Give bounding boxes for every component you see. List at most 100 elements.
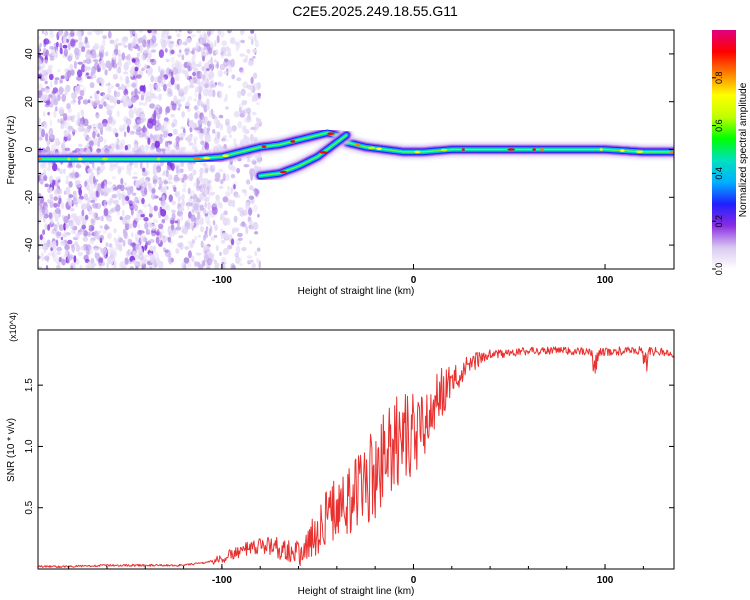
noise-speckle: [251, 111, 257, 116]
noise-speckle: [178, 30, 182, 33]
noise-speckle: [127, 223, 133, 229]
noise-speckle: [221, 138, 226, 142]
noise-speckle: [186, 37, 192, 43]
noise-speckle: [60, 236, 64, 241]
noise-speckle: [125, 195, 130, 202]
noise-speckle: [121, 52, 126, 61]
noise-speckle: [172, 66, 179, 75]
noise-speckle: [90, 199, 96, 203]
noise-speckle: [141, 197, 145, 205]
noise-speckle: [88, 136, 92, 142]
noise-speckle: [231, 264, 237, 269]
noise-speckle: [152, 219, 159, 223]
noise-speckle: [235, 256, 241, 265]
noise-speckle: [198, 99, 202, 106]
noise-speckle: [163, 180, 168, 185]
noise-speckle: [155, 83, 161, 89]
trace-hotspot: [619, 149, 625, 152]
noise-speckle: [201, 167, 205, 175]
noise-speckle: [98, 104, 104, 109]
noise-speckle: [219, 251, 222, 256]
trace-hotspot: [539, 148, 544, 151]
noise-speckle: [62, 36, 67, 44]
noise-speckle: [164, 249, 171, 258]
noise-speckle: [165, 169, 169, 178]
noise-speckle: [38, 266, 43, 269]
noise-speckle: [249, 240, 253, 245]
trace-hotspot: [101, 157, 109, 161]
noise-speckle: [167, 35, 172, 40]
noise-speckle: [104, 138, 107, 145]
noise-speckle: [253, 72, 258, 79]
snr-frame: [37, 329, 675, 570]
noise-speckle: [119, 246, 123, 252]
noise-speckle: [137, 229, 143, 236]
noise-speckle: [138, 245, 142, 252]
noise-speckle: [173, 229, 179, 235]
noise-speckle: [106, 215, 112, 219]
noise-speckle: [113, 57, 117, 61]
noise-speckle: [191, 145, 198, 151]
noise-speckle: [146, 39, 151, 45]
noise-speckle: [231, 74, 236, 80]
noise-speckle: [121, 37, 126, 46]
noise-speckle: [140, 214, 145, 218]
noise-speckle: [82, 86, 86, 93]
top-y-tick-label: 40: [24, 48, 35, 60]
noise-speckle: [91, 211, 96, 219]
noise-speckle: [91, 220, 95, 227]
noise-speckle: [140, 117, 144, 124]
trace-hotspot: [319, 151, 327, 154]
noise-speckle: [42, 60, 46, 69]
noise-speckle: [129, 114, 134, 119]
top-x-tick-label: -100: [212, 275, 232, 286]
noise-speckle: [86, 72, 89, 76]
noise-speckle: [115, 83, 120, 88]
noise-speckle: [228, 134, 233, 138]
noise-speckle: [187, 95, 193, 101]
noise-speckle: [68, 107, 73, 114]
noise-speckle: [41, 129, 46, 138]
trace-hotspot: [367, 146, 375, 150]
noise-speckle: [87, 31, 92, 36]
noise-speckle: [123, 131, 127, 138]
noise-speckle: [84, 214, 89, 221]
top-x-tick-label: 0: [411, 275, 417, 286]
noise-speckle: [104, 95, 108, 100]
noise-speckle: [123, 71, 129, 75]
noise-speckle: [144, 63, 148, 71]
noise-speckle: [47, 199, 51, 204]
noise-speckle: [150, 75, 155, 83]
noise-speckle: [160, 148, 166, 152]
noise-speckle: [158, 177, 162, 181]
noise-speckle: [79, 120, 84, 128]
noise-speckle: [248, 195, 254, 200]
noise-speckle: [171, 71, 174, 79]
noise-speckle: [131, 42, 137, 47]
bottom-x-tick-label: 0: [411, 575, 417, 586]
noise-speckle: [204, 215, 210, 224]
noise-speckle: [50, 218, 54, 224]
noise-speckle: [186, 134, 192, 143]
noise-speckle: [48, 94, 53, 99]
noise-speckle: [98, 136, 104, 143]
trace-hotspot: [507, 148, 515, 151]
noise-speckle: [203, 83, 209, 89]
noise-speckle: [94, 252, 98, 259]
noise-speckle: [115, 91, 121, 98]
noise-speckle: [250, 84, 254, 93]
noise-speckle: [73, 255, 77, 263]
noise-speckle: [161, 33, 164, 39]
noise-speckle: [85, 231, 91, 236]
noise-speckle: [48, 73, 54, 81]
noise-speckle: [65, 186, 71, 195]
noise-speckle: [250, 133, 254, 143]
noise-speckle: [67, 42, 71, 51]
noise-speckle: [144, 259, 148, 265]
noise-speckle: [189, 190, 196, 198]
noise-speckle: [142, 130, 147, 137]
noise-speckle: [162, 247, 167, 252]
noise-speckle: [189, 78, 194, 84]
noise-speckle: [197, 119, 203, 126]
noise-speckle: [174, 83, 177, 90]
